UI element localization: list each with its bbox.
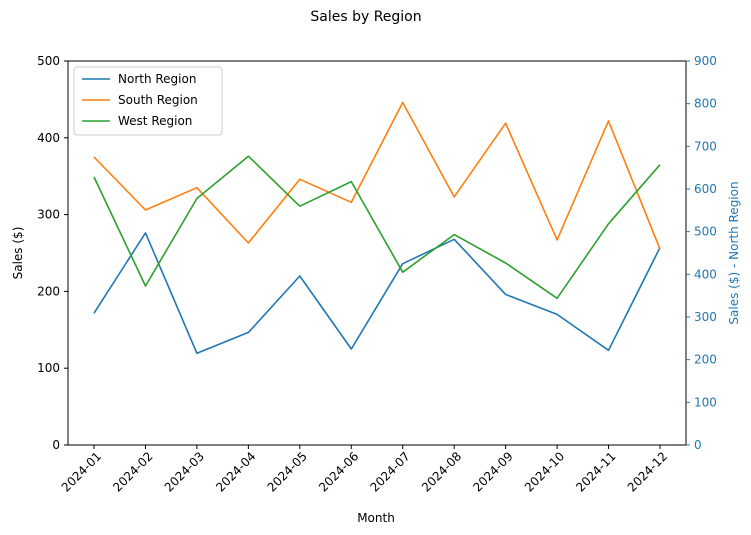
right-y-axis: 0 100 200 300 400 500 600 700 800 900 — [686, 54, 717, 452]
x-tick-label: 2024-11 — [573, 449, 618, 494]
right-y-tick-label: 0 — [694, 438, 702, 452]
left-y-tick-label: 400 — [37, 131, 60, 145]
right-y-tick-label: 800 — [694, 97, 717, 111]
x-tick-label: 2024-02 — [110, 449, 155, 494]
right-y-tick-label: 100 — [694, 395, 717, 409]
series-line-south-region — [93, 101, 661, 250]
chart-title: Sales by Region — [310, 9, 421, 25]
right-y-tick-label: 400 — [694, 267, 717, 281]
legend-label: West Region — [118, 114, 192, 128]
x-tick-label: 2024-08 — [419, 449, 464, 494]
series-layer — [93, 101, 661, 355]
right-y-axis-label: Sales ($) - North Region — [727, 181, 741, 324]
x-tick-label: 2024-01 — [59, 449, 104, 494]
x-axis: 2024-01 2024-02 2024-03 2024-04 2024-05 2024-… — [59, 445, 670, 495]
left-y-tick-label: 100 — [37, 361, 60, 375]
series-line-west-region — [93, 155, 661, 300]
right-y-tick-label: 500 — [694, 225, 717, 239]
legend-label: South Region — [118, 93, 198, 107]
right-y-tick-label: 700 — [694, 139, 717, 153]
x-tick-label: 2024-06 — [316, 449, 361, 494]
plot-frame — [67, 60, 687, 446]
x-tick-label: 2024-04 — [213, 449, 258, 494]
x-axis-label: Month — [357, 511, 395, 525]
left-y-tick-label: 200 — [37, 284, 60, 298]
x-tick-label: 2024-09 — [470, 449, 515, 494]
x-tick-label: 2024-12 — [625, 449, 670, 494]
series-line-north-region — [93, 232, 661, 355]
x-tick-label: 2024-07 — [367, 449, 412, 494]
left-y-axis: 0 100 200 300 400 500 — [37, 54, 68, 452]
legend: North Region South Region West Region — [73, 66, 223, 136]
legend-box — [73, 66, 223, 136]
left-y-tick-label: 0 — [52, 438, 60, 452]
right-y-tick-label: 600 — [694, 182, 717, 196]
left-y-axis-label: Sales ($) — [11, 227, 25, 280]
right-y-tick-label: 300 — [694, 310, 717, 324]
left-y-tick-label: 500 — [37, 54, 60, 68]
x-tick-label: 2024-03 — [162, 449, 207, 494]
left-y-tick-label: 300 — [37, 208, 60, 222]
right-y-tick-label: 900 — [694, 54, 717, 68]
legend-label: North Region — [118, 72, 196, 86]
x-tick-label: 2024-10 — [522, 449, 567, 494]
right-y-tick-label: 200 — [694, 353, 717, 367]
x-tick-label: 2024-05 — [265, 449, 310, 494]
plot-area — [67, 60, 687, 446]
